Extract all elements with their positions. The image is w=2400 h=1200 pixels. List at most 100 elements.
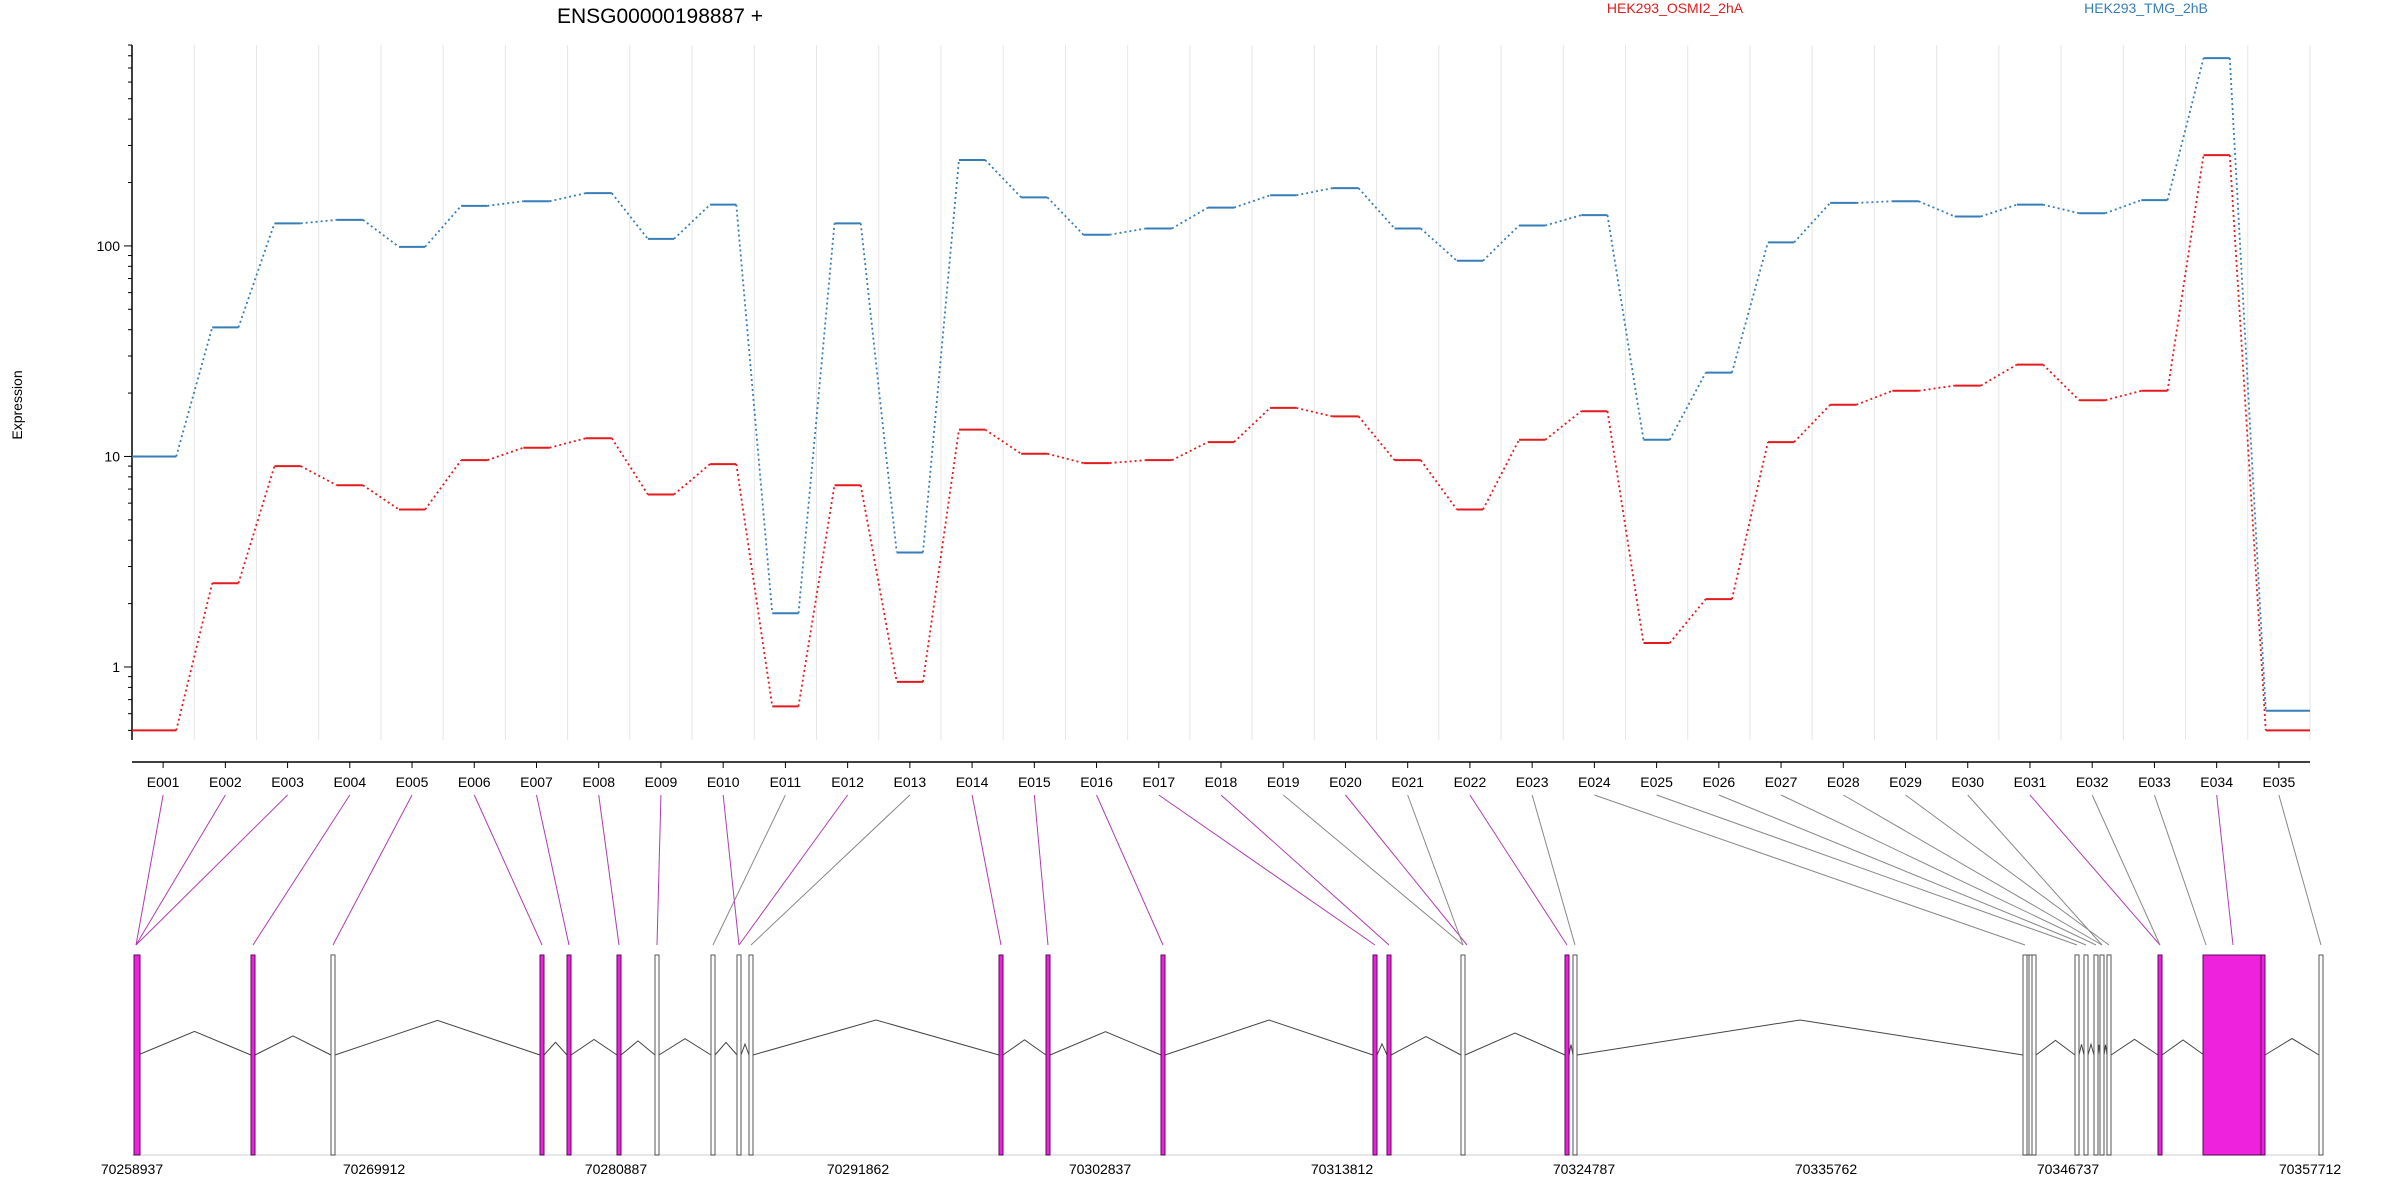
series-1-transition	[1856, 389, 1893, 406]
coordinate-label: 70302837	[1069, 1161, 1132, 1177]
series-1-transition	[1296, 407, 1333, 418]
connector-line	[971, 794, 1002, 946]
series-1-transition	[424, 459, 462, 510]
intron	[714, 1041, 738, 1056]
intron	[1164, 1019, 1374, 1056]
legend-series-2: HEK293_TMG_2hB	[2084, 0, 2208, 16]
x-tick-label: E034	[2200, 774, 2233, 790]
exon	[1572, 954, 1578, 1156]
series-2-transition	[1856, 200, 1893, 204]
series-2-transition	[237, 223, 276, 328]
connector-line	[1158, 794, 1376, 946]
x-tick-label: E005	[396, 774, 429, 790]
exon	[1045, 954, 1051, 1156]
exon	[1386, 954, 1392, 1156]
exon	[2074, 954, 2080, 1156]
intron	[2264, 1037, 2320, 1056]
connector-line	[2216, 794, 2234, 946]
x-tick-label: E019	[1267, 774, 1300, 790]
intron	[2110, 1038, 2159, 1056]
intron	[334, 1019, 541, 1056]
intron	[1376, 1042, 1388, 1056]
exon	[736, 954, 742, 1156]
intron	[620, 1040, 656, 1056]
coordinate-label: 70291862	[827, 1161, 890, 1177]
x-tick-label: E015	[1018, 774, 1051, 790]
intron	[1049, 1031, 1162, 1056]
connector-line	[750, 794, 911, 946]
series-1-transition	[2042, 363, 2080, 401]
connector-line	[2278, 794, 2322, 946]
x-tick-label: E033	[2138, 774, 2171, 790]
connector-line	[1780, 794, 2097, 946]
connector-line	[1345, 794, 1468, 946]
x-tick-label: E035	[2263, 774, 2296, 790]
series-1-transition	[1918, 384, 1955, 392]
series-1-transition	[1171, 441, 1209, 461]
series-2-transition	[1545, 214, 1582, 227]
x-tick-label: E003	[271, 774, 304, 790]
x-tick-label: E023	[1516, 774, 1549, 790]
legend-series-1: HEK293_OSMI2_2hA	[1607, 0, 1744, 16]
exon	[1372, 954, 1378, 1156]
connector-line	[1407, 794, 1464, 946]
connector-line	[473, 794, 543, 946]
intron	[254, 1035, 332, 1056]
exon	[2106, 954, 2112, 1156]
series-2-transition	[922, 159, 960, 553]
intron	[1568, 1044, 1574, 1056]
x-tick-label: E004	[333, 774, 366, 790]
connector-line	[1594, 794, 2026, 946]
exon	[748, 954, 754, 1156]
x-tick-label: E030	[1951, 774, 1984, 790]
y-tick-label: 100	[97, 238, 121, 254]
coordinate-label: 70335762	[1795, 1161, 1858, 1177]
exon	[566, 954, 572, 1156]
connector-line	[535, 794, 570, 946]
exon	[330, 954, 336, 1156]
exon	[654, 954, 660, 1156]
series-2-transition	[1296, 187, 1333, 197]
connector-line	[135, 794, 288, 946]
series-2-transition	[1357, 187, 1396, 230]
connector-line	[1220, 794, 1390, 946]
coordinate-label: 70258937	[101, 1161, 164, 1177]
x-tick-label: E024	[1578, 774, 1611, 790]
exon	[1160, 954, 1166, 1156]
x-tick-label: E001	[147, 774, 180, 790]
series-1-transition	[797, 485, 836, 707]
grid-lines	[131, 45, 2311, 740]
y-tick-label: 10	[104, 448, 120, 464]
series-2-transition	[1482, 224, 1520, 262]
series-1-transition	[1233, 407, 1271, 443]
connector-line	[1469, 794, 1568, 946]
exon	[1460, 954, 1466, 1156]
coordinate-label: 70346737	[2037, 1161, 2100, 1177]
exon	[2022, 954, 2028, 1156]
intron	[2035, 1039, 2076, 1056]
connector-line	[712, 794, 786, 946]
intron	[2161, 1039, 2205, 1056]
x-tick-label: E028	[1827, 774, 1860, 790]
exon	[616, 954, 622, 1156]
connector-line	[135, 794, 164, 946]
intron	[1002, 1039, 1047, 1056]
x-tick-label: E007	[520, 774, 553, 790]
coordinate-label: 70269912	[343, 1161, 406, 1177]
x-tick-label: E027	[1765, 774, 1798, 790]
series-1-transition	[175, 582, 214, 731]
connector-line	[1033, 794, 1049, 946]
series-1-transition	[859, 485, 898, 683]
exon-large	[2202, 954, 2262, 1156]
x-tick-label: E010	[707, 774, 740, 790]
series-1-transition	[1047, 452, 1084, 464]
exon	[1564, 954, 1570, 1156]
series-1-transition	[237, 465, 276, 584]
exon-connectors	[135, 794, 2322, 946]
exon	[2260, 954, 2266, 1156]
x-tick-label: E021	[1391, 774, 1424, 790]
x-tick-label: E008	[582, 774, 615, 790]
x-tick-label: E013	[894, 774, 927, 790]
series-2-transition	[673, 204, 711, 240]
x-tick-label: E029	[1889, 774, 1922, 790]
